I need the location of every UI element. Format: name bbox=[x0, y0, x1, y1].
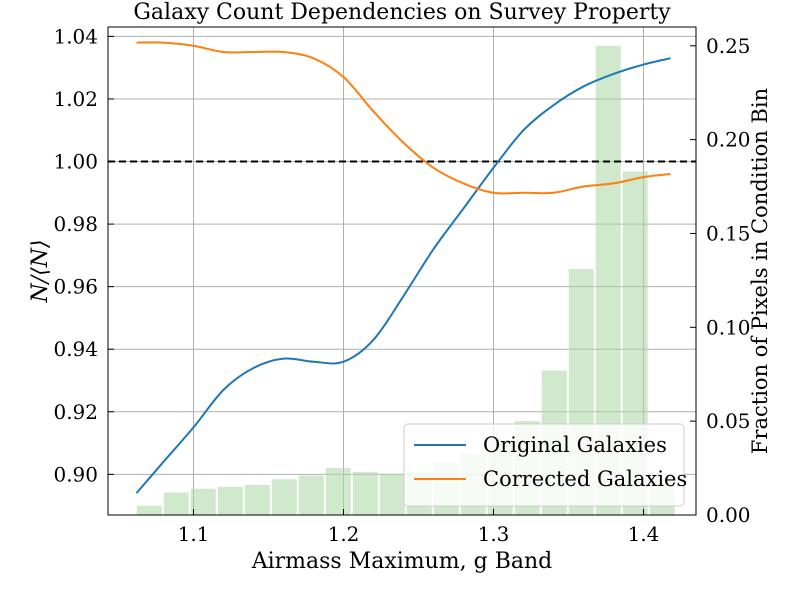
y2-tick-label: 0.05 bbox=[706, 409, 751, 433]
histogram-bar bbox=[352, 471, 378, 515]
y-tick-label: 0.94 bbox=[53, 337, 98, 361]
y2-tick-label: 0.25 bbox=[706, 34, 751, 58]
histogram-bar bbox=[217, 486, 243, 515]
y2-axis-label: Fraction of Pixels in Condition Bin bbox=[748, 88, 772, 454]
y2-tick-label: 0.10 bbox=[706, 315, 751, 339]
x-tick-label: 1.3 bbox=[478, 522, 510, 546]
x-tick-label: 1.2 bbox=[328, 522, 360, 546]
y2-tick-label: 0.15 bbox=[706, 221, 751, 245]
histogram-bar bbox=[136, 505, 162, 515]
y-tick-label: 1.00 bbox=[53, 150, 98, 174]
legend-box bbox=[403, 423, 685, 507]
y-tick-label: 0.90 bbox=[53, 462, 98, 486]
histogram-bar bbox=[325, 468, 351, 515]
y-tick-label: 0.92 bbox=[53, 400, 98, 424]
chart-title: Galaxy Count Dependencies on Survey Prop… bbox=[133, 0, 671, 25]
x-tick-label: 1.4 bbox=[628, 522, 660, 546]
y-tick-label: 0.96 bbox=[53, 275, 98, 299]
legend: Original Galaxies Corrected Galaxies bbox=[403, 423, 687, 507]
x-axis-label: Airmass Maximum, g Band bbox=[251, 549, 553, 574]
y-tick-label: 1.02 bbox=[53, 87, 98, 111]
y-tick-label: 1.04 bbox=[53, 24, 98, 48]
histogram-bar bbox=[298, 475, 324, 515]
x-tick-label: 1.1 bbox=[178, 522, 210, 546]
series-line-0 bbox=[135, 57, 671, 494]
y-axis-label: N/⟨N⟩ bbox=[28, 239, 53, 303]
y2-tick-label: 0.00 bbox=[706, 503, 751, 527]
axis-ticks: 1.1 1.2 1.3 1.4 0.90 0.92 0.94 0.96 0.98 1.00 1.02… bbox=[53, 24, 750, 546]
plot-frame bbox=[107, 26, 697, 516]
series-lines bbox=[135, 41, 671, 494]
y-tick-label: 0.98 bbox=[53, 212, 98, 236]
histogram-bar bbox=[190, 488, 216, 515]
series-line-1 bbox=[136, 41, 671, 195]
histogram-bar bbox=[271, 479, 297, 515]
histogram-bar bbox=[163, 492, 189, 515]
legend-label: Corrected Galaxies bbox=[483, 467, 687, 491]
histogram-bar bbox=[244, 484, 270, 515]
y2-tick-label: 0.20 bbox=[706, 128, 751, 152]
histogram-bar bbox=[379, 473, 405, 515]
legend-label: Original Galaxies bbox=[483, 433, 667, 457]
